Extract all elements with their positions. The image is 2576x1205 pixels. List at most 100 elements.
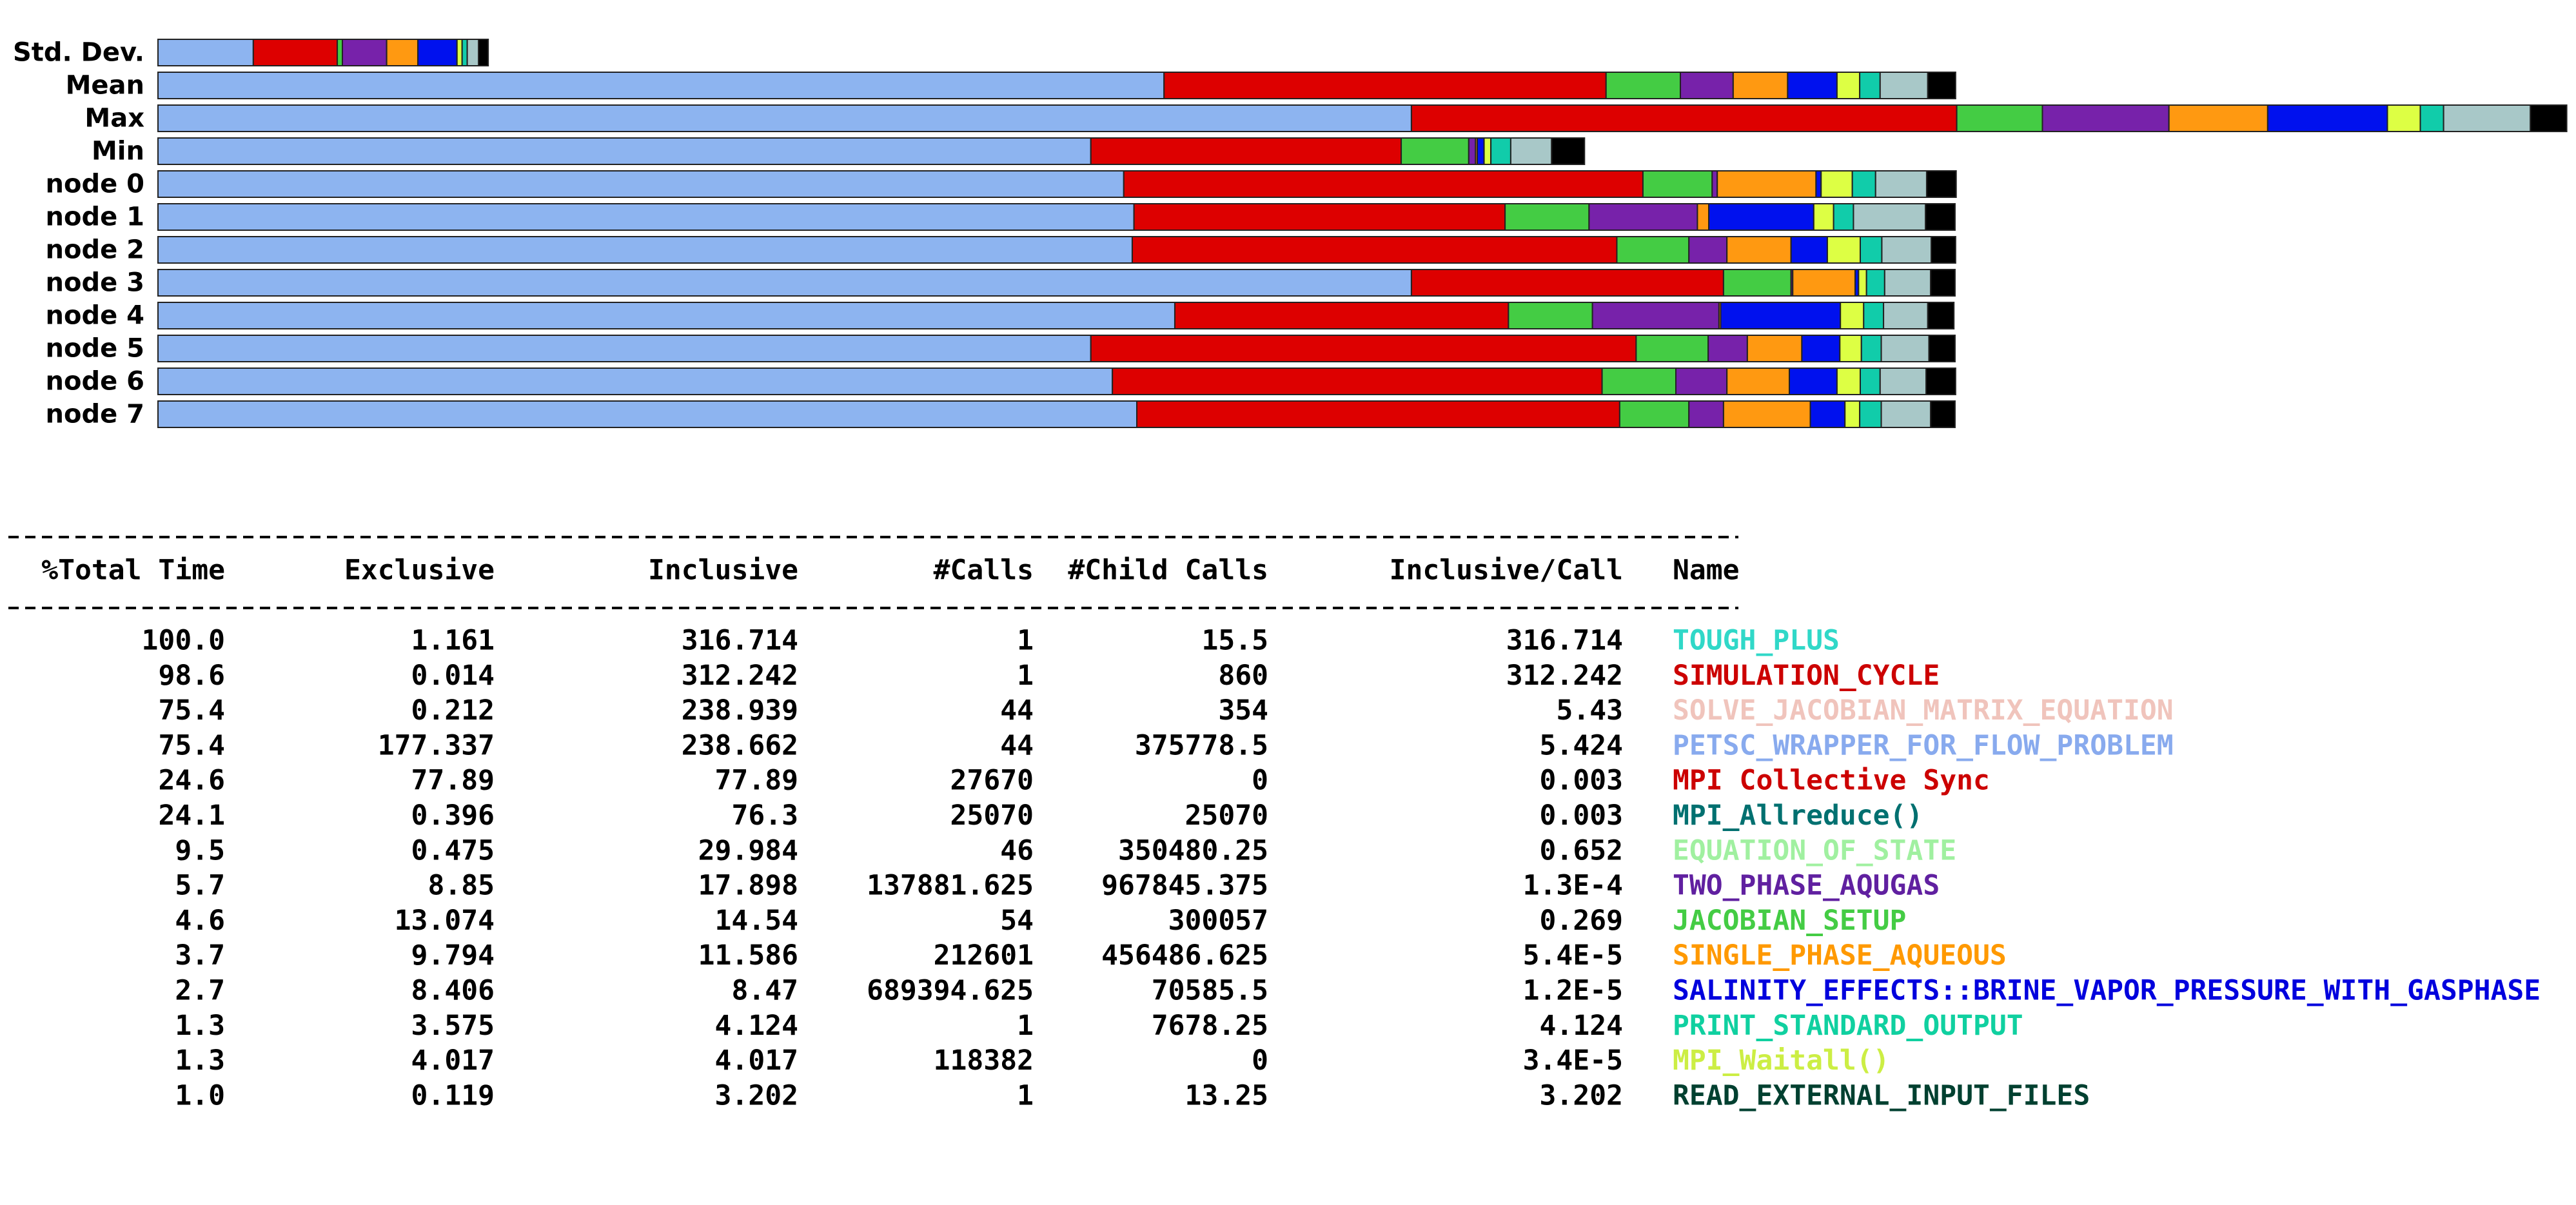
table-cell: 44 [1000, 694, 1034, 727]
function-name: TOUGH_PLUS [1673, 625, 1840, 657]
bar-segment [1112, 367, 1603, 395]
table-cell: 25070 [950, 799, 1034, 832]
bar-segment [157, 302, 1175, 329]
bar-segment [157, 335, 1092, 362]
bar-segment [1815, 170, 1822, 198]
column-header: Inclusive/Call [1390, 554, 1623, 587]
table-cell: 0.396 [411, 799, 495, 832]
function-name: SALINITY_EFFECTS::BRINE_VAPOR_PRESSURE_W… [1673, 975, 2541, 1007]
bar-segment [1618, 400, 1690, 428]
table-cell: 350480.25 [1118, 834, 1268, 867]
bar-segment [1708, 203, 1814, 231]
bar-segment [1490, 137, 1511, 165]
row-label: node 4 [46, 301, 144, 331]
table-cell: 1.3 [175, 1010, 225, 1042]
column-header: #Calls [934, 554, 1034, 587]
bar-segment [1726, 367, 1790, 395]
row-label: Std. Dev. [13, 38, 144, 68]
bar-segment [1851, 170, 1876, 198]
table-cell: 1.161 [411, 625, 495, 657]
row-label: node 7 [46, 400, 144, 429]
bar-segment [2168, 104, 2268, 132]
table-cell: 29.984 [698, 834, 798, 867]
table-cell: 8.406 [411, 975, 495, 1007]
bar-segment [1410, 104, 1958, 132]
bar-segment [1680, 72, 1734, 99]
table-cell: 9.794 [411, 939, 495, 972]
bar-segment [1860, 335, 1882, 362]
table-cell: 456486.625 [1101, 939, 1268, 972]
table-cell: 312.242 [682, 660, 798, 692]
table-cell: 137881.625 [867, 870, 1034, 902]
bar-segment [1477, 137, 1485, 165]
bar-segment [1707, 335, 1748, 362]
table-cell: 76.3 [731, 799, 798, 832]
table-cell: 44 [1000, 729, 1034, 761]
bar-segment [157, 400, 1137, 428]
table-cell: 0.475 [411, 834, 495, 867]
table-cell: 4.017 [715, 1044, 798, 1077]
bar-segment [1813, 203, 1834, 231]
table-cell: 0.212 [411, 694, 495, 727]
bar-segment [1635, 335, 1709, 362]
bar-segment [1930, 400, 1956, 428]
bar-segment [1468, 137, 1477, 165]
row-label: node 1 [46, 202, 144, 232]
table-cell: 300057 [1168, 905, 1268, 937]
table-cell: 0.003 [1540, 799, 1623, 832]
table-cell: 0.014 [411, 660, 495, 692]
table-cell: 24.6 [158, 765, 225, 797]
column-header: Exclusive [344, 554, 495, 587]
bar-segment [1605, 72, 1682, 99]
bar-segment [252, 39, 339, 66]
table-cell: 25070 [1185, 799, 1268, 832]
table-cell: 70585.5 [1152, 975, 1268, 1007]
table-cell: 1.2E-5 [1523, 975, 1623, 1007]
bar-segment [1133, 203, 1506, 231]
table-cell: 1 [1017, 625, 1034, 657]
table-cell: 98.6 [158, 660, 225, 692]
table-cell: 2.7 [175, 975, 225, 1007]
bar-segment [1616, 236, 1690, 264]
bar-segment [1863, 302, 1885, 329]
bar-segment [1860, 367, 1881, 395]
bar-segment [2443, 104, 2532, 132]
column-header: Name [1673, 554, 1740, 587]
bar-segment [1401, 137, 1470, 165]
table-cell: 17.898 [698, 870, 798, 902]
bar-segment [2386, 104, 2421, 132]
table-cell: 0.652 [1540, 834, 1623, 867]
row-label: node 5 [46, 334, 144, 364]
table-cell: 177.337 [378, 729, 495, 761]
bar-segment [1131, 236, 1618, 264]
bar-segment [1956, 104, 2043, 132]
table-cell: 0.003 [1540, 765, 1623, 797]
table-cell: 1 [1017, 1079, 1034, 1112]
table-cell: 5.4E-5 [1523, 939, 1623, 972]
function-name: TWO_PHASE_AQUGAS [1673, 870, 1940, 902]
table-cell: 1.3 [175, 1044, 225, 1077]
bar-segment [1722, 269, 1792, 297]
bar-segment [1483, 137, 1492, 165]
bar-segment [1925, 170, 1957, 198]
bar-segment [1675, 367, 1728, 395]
table-cell: 8.47 [731, 975, 798, 1007]
bar-segment [1853, 203, 1927, 231]
bar-segment [1881, 236, 1932, 264]
table-cell: 13.25 [1185, 1079, 1268, 1112]
table-cell: 15.5 [1201, 625, 1268, 657]
bar-segment [1790, 236, 1828, 264]
bar-segment [1123, 170, 1644, 198]
table-cell: 375778.5 [1135, 729, 1268, 761]
bar-segment [1927, 72, 1956, 99]
table-cell: 238.662 [682, 729, 798, 761]
table-cell: 4.124 [715, 1010, 798, 1042]
table-cell: 3.7 [175, 939, 225, 972]
table-cell: 0 [1252, 765, 1268, 797]
table-cell: 9.5 [175, 834, 225, 867]
bar-segment [1642, 170, 1713, 198]
bar-segment [157, 39, 254, 66]
bar-segment [157, 236, 1133, 264]
bar-segment [1746, 335, 1803, 362]
table-cell: 24.1 [158, 799, 225, 832]
